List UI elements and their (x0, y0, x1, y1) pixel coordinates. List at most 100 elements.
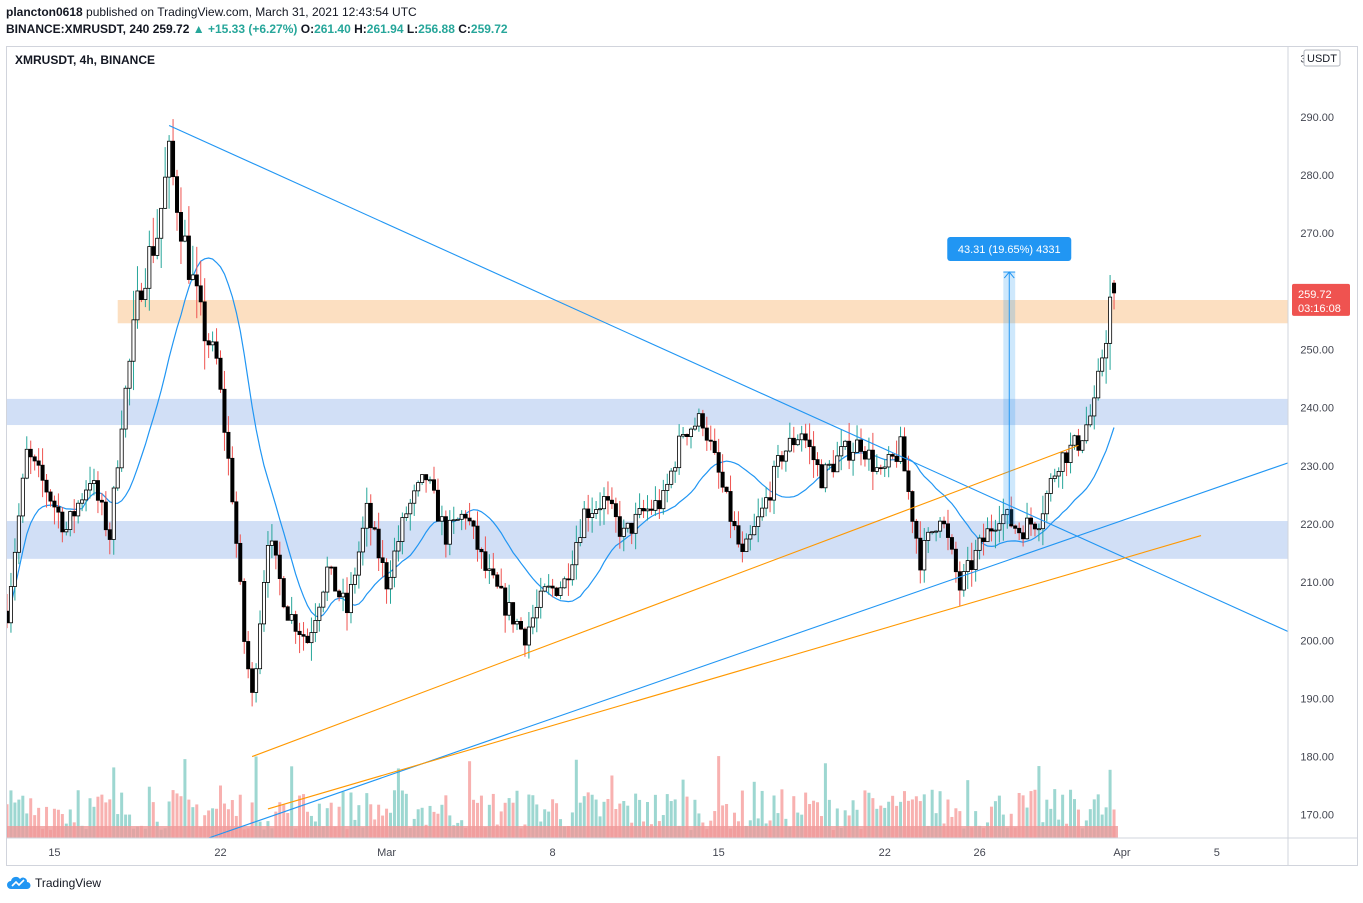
volume-bar (922, 794, 926, 838)
candle-body (538, 590, 543, 608)
volume-bar (487, 804, 491, 838)
candle-body (605, 496, 610, 501)
volume-bar (823, 763, 827, 838)
volume-bar (219, 785, 222, 838)
candle-body (851, 451, 856, 461)
y-tick-label: 200.00 (1300, 635, 1334, 647)
candle-body (1072, 435, 1077, 446)
chart-frame[interactable] (6, 46, 1358, 866)
publisher-name[interactable]: plancton0618 (6, 5, 83, 19)
candle-body (613, 503, 618, 518)
volume-bar (796, 812, 800, 838)
candle-body (301, 634, 306, 637)
candle-body (938, 520, 943, 532)
volume-bar (207, 810, 211, 838)
volume-bar (76, 790, 80, 838)
candle-body (882, 466, 887, 469)
volume-bar (274, 811, 278, 838)
volume-bar (171, 790, 175, 838)
candle-body (48, 491, 53, 502)
volume-bar (341, 791, 345, 838)
candle-body (934, 530, 939, 533)
volume-bar (329, 802, 333, 838)
candle-body (728, 491, 733, 522)
candle-body (491, 568, 496, 576)
volume-bar (732, 812, 736, 838)
candle-body (807, 439, 812, 448)
candle-body (574, 542, 579, 566)
volume-bar (551, 799, 555, 838)
volume-bar (21, 795, 25, 838)
volume-bar (760, 790, 764, 838)
candle-body (238, 542, 243, 582)
volume-bar (385, 808, 389, 838)
candle-body (665, 483, 670, 491)
candle-body (293, 614, 298, 632)
candle-body (1013, 525, 1018, 529)
volume-bar (479, 795, 483, 838)
candle-body (669, 470, 674, 485)
candle-body (56, 506, 61, 513)
volume-bar (1092, 799, 1096, 838)
volume-bar (254, 756, 258, 838)
candle-body (566, 578, 571, 581)
candle-body (716, 452, 721, 473)
volume-bar (499, 811, 503, 838)
candle-body (673, 467, 678, 472)
candle-body (8, 586, 13, 624)
candle-body (428, 479, 433, 482)
candle-body (388, 576, 393, 590)
symbol-name: BINANCE:XMRUSDT, 240 (6, 22, 150, 36)
candle-body (392, 550, 397, 578)
candle-body (859, 439, 864, 452)
candle-body (1068, 444, 1073, 463)
candle-body (84, 489, 89, 501)
candle-body (515, 621, 520, 625)
volume-bar (721, 805, 725, 838)
volume-bar (752, 781, 756, 838)
candle-body (44, 479, 49, 493)
candle-body (965, 560, 970, 572)
candle-body (586, 508, 591, 518)
volume-bar (622, 801, 626, 838)
candle-body (475, 525, 480, 550)
candle-body (24, 448, 29, 479)
volume-bar (646, 802, 649, 838)
candle-body (621, 527, 626, 537)
last-price-tag (1292, 283, 1350, 316)
candle-body (922, 540, 927, 571)
volume-bar (614, 808, 618, 838)
volume-bar (776, 813, 780, 838)
price-change: +15.33 (+6.27%) (207, 22, 298, 36)
candle-body (511, 602, 516, 625)
candle-body (910, 491, 915, 522)
volume-bar (602, 801, 606, 838)
candle-body (333, 566, 338, 592)
volume-bar (195, 804, 199, 838)
tradingview-logo[interactable]: TradingView (7, 876, 101, 890)
volume-bar (325, 808, 329, 838)
volume-bar (365, 793, 369, 838)
candle-body (692, 425, 697, 430)
volume-bar (1096, 794, 1100, 838)
candle-body (234, 501, 239, 544)
volume-bar (1112, 809, 1116, 838)
volume-bar (1009, 813, 1013, 838)
candle-body (412, 490, 417, 504)
bar-countdown: 03:16:08 (1298, 303, 1341, 315)
candle-body (483, 551, 488, 571)
candle-body (681, 434, 686, 437)
candle-body (206, 340, 211, 346)
volume-bar (396, 768, 400, 838)
candle-body (1021, 532, 1026, 540)
volume-bar (29, 798, 33, 838)
volume-bar (946, 799, 950, 838)
candle-body (641, 508, 646, 512)
candle-body (20, 477, 25, 517)
candle-body (700, 413, 705, 429)
candle-body (760, 507, 765, 518)
candle-body (261, 582, 266, 625)
volume-bar (725, 804, 729, 838)
last-price: 259.72 (152, 22, 190, 36)
